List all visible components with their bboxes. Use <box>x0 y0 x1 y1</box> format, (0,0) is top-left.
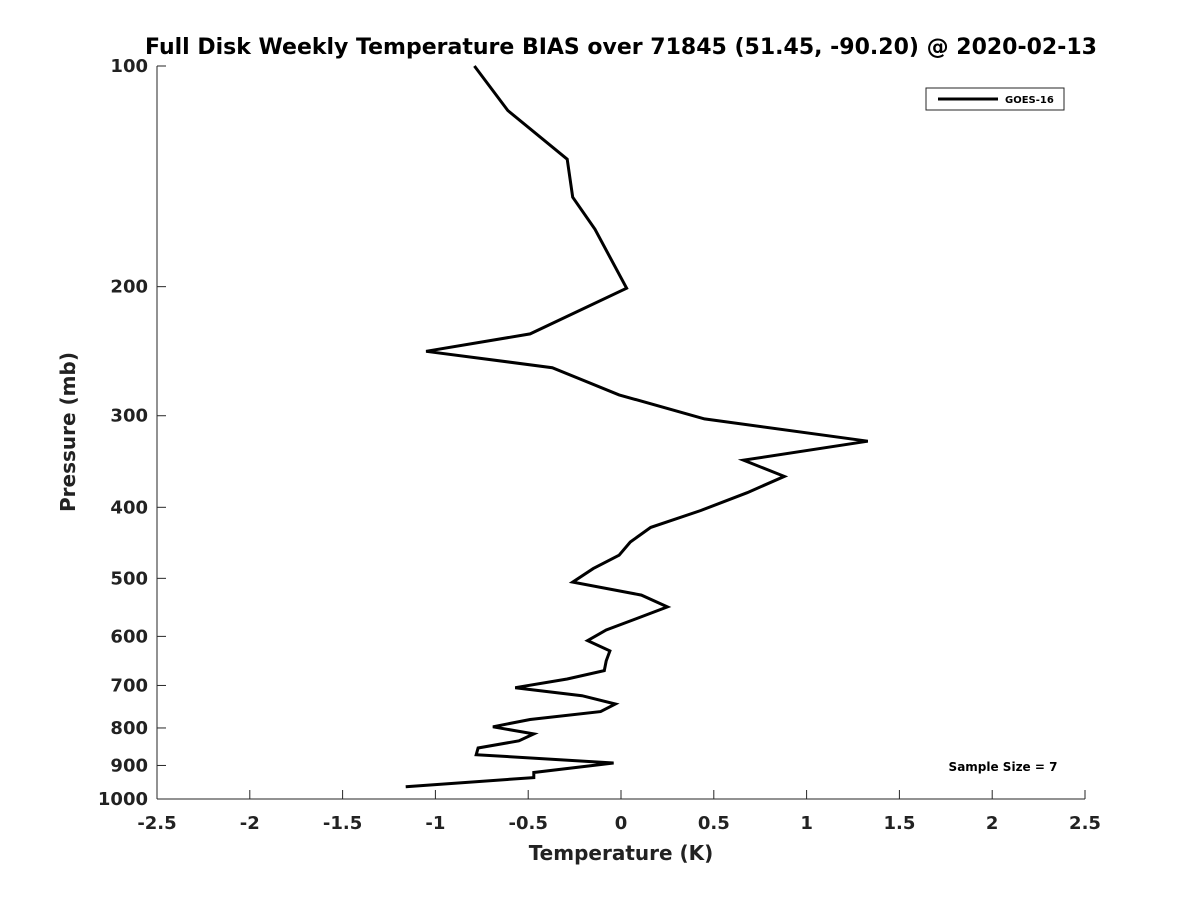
x-tick-label: -0.5 <box>509 813 548 834</box>
chart-title: Full Disk Weekly Temperature BIAS over 7… <box>145 35 1097 60</box>
y-tick-label: 300 <box>110 406 148 427</box>
legend: GOES-16 <box>925 87 1065 111</box>
legend-label-goes-16: GOES-16 <box>1005 95 1054 106</box>
y-tick-label: 600 <box>110 626 148 647</box>
y-tick-label: 100 <box>110 56 148 77</box>
x-tick-label: -1 <box>425 813 445 834</box>
y-tick-label: 900 <box>110 755 148 776</box>
x-tick-label: -2 <box>240 813 260 834</box>
x-tick-label: -1.5 <box>323 813 362 834</box>
x-tick-label: 1.5 <box>883 813 915 834</box>
series-group <box>405 65 869 789</box>
x-tick-label: 0 <box>615 813 628 834</box>
y-tick-label: 1000 <box>98 789 148 810</box>
y-tick-label: 500 <box>110 568 148 589</box>
x-tick-label: -2.5 <box>137 813 176 834</box>
x-tick-label: 2.5 <box>1069 813 1101 834</box>
y-tick-label: 800 <box>110 718 148 739</box>
x-tick-label: 0.5 <box>698 813 730 834</box>
x-ticks: -2.5 -2 -1.5 -1 -0.5 0 0.5 1 1.5 2 2.5 <box>137 790 1101 834</box>
y-tick-label: 400 <box>110 497 148 518</box>
series-line-goes-16 <box>405 65 869 789</box>
y-axis-label: Pressure (mb) <box>56 352 80 512</box>
y-tick-label: 700 <box>110 675 148 696</box>
x-axis-label: Temperature (K) <box>529 841 714 865</box>
y-tick-label: 200 <box>110 277 148 298</box>
sample-size-annotation: Sample Size = 7 <box>949 760 1058 774</box>
y-ticks: 100 200 300 400 500 600 700 800 900 1000 <box>98 56 166 810</box>
x-tick-label: 1 <box>800 813 813 834</box>
x-tick-label: 2 <box>986 813 999 834</box>
